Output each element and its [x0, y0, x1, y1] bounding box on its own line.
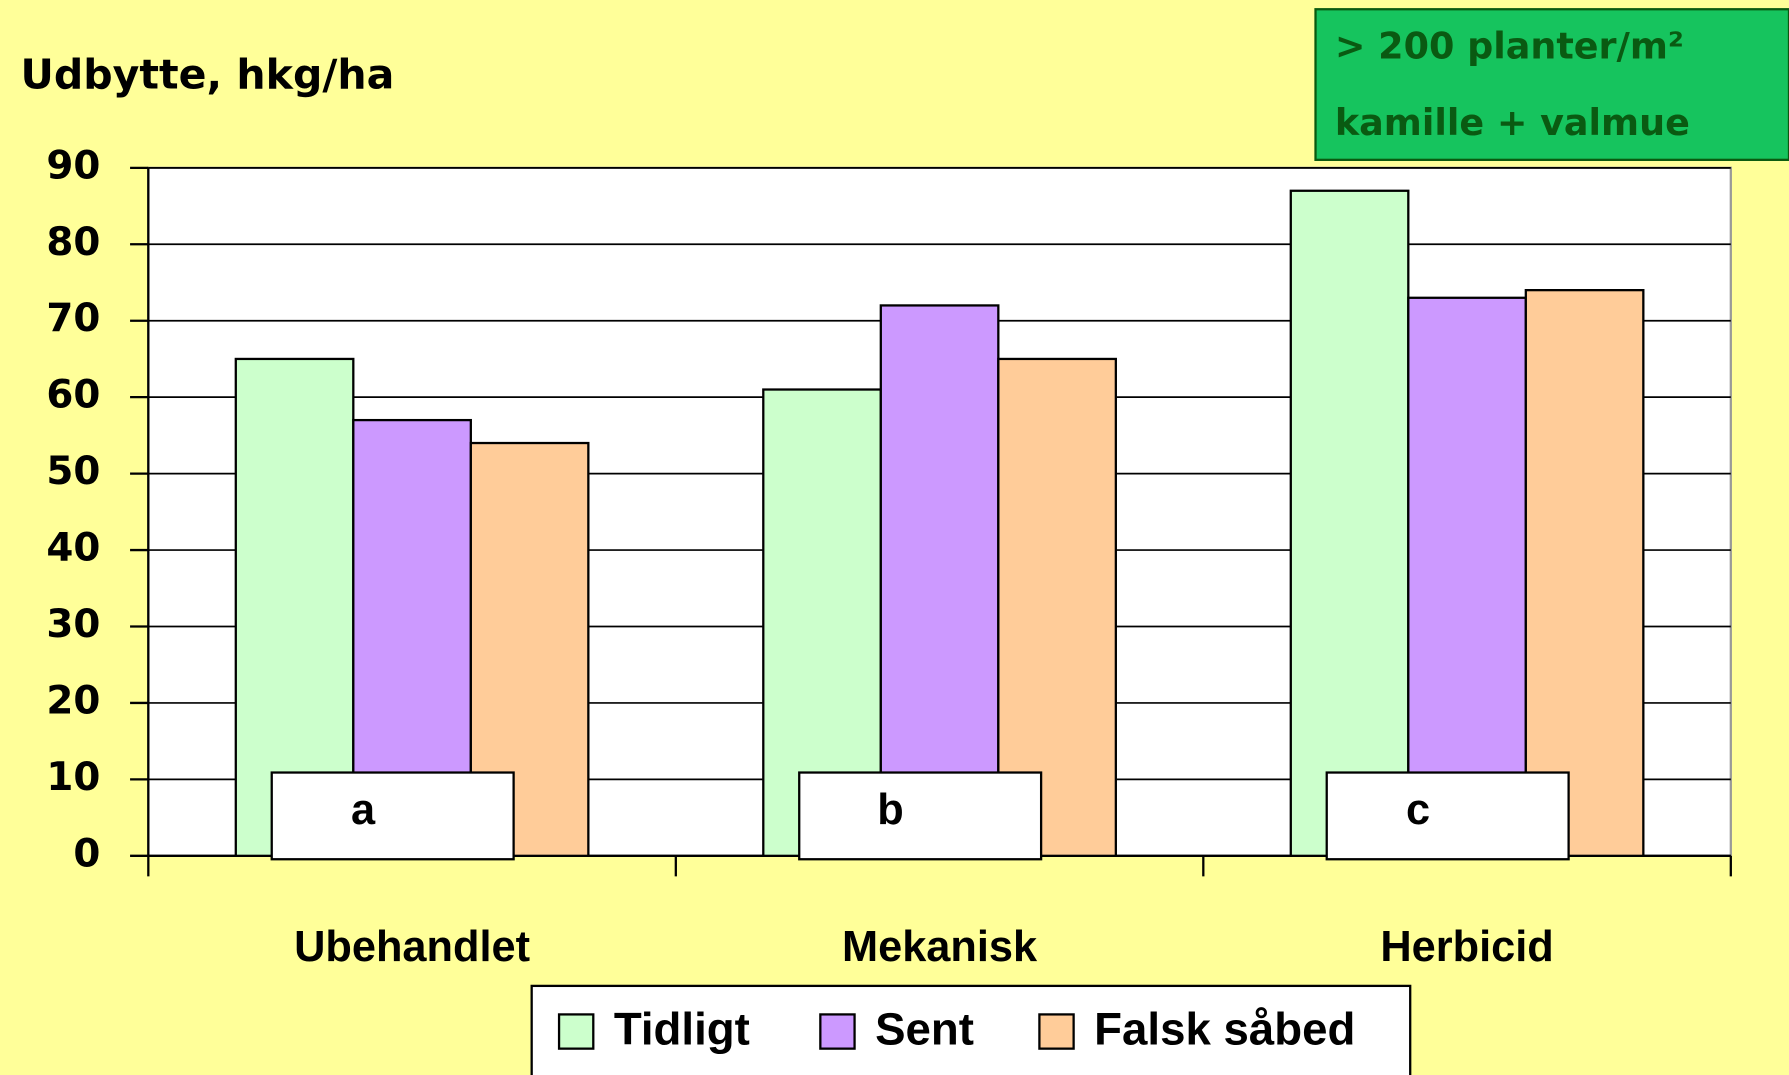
annotation: kamille + valmue [1335, 101, 1690, 144]
x-tick-label: Herbicid [1380, 923, 1553, 971]
annotation: > 200 planter/m² [1335, 25, 1684, 68]
group-label: b [877, 786, 903, 834]
legend [530, 984, 1412, 1075]
group-label-box [270, 771, 515, 861]
legend-swatch [819, 1013, 856, 1050]
group-label-box [1325, 771, 1570, 861]
bar [1407, 296, 1527, 857]
group-label-box [798, 771, 1043, 861]
y-tick-label: 90 [46, 143, 100, 188]
y-tick-label: 40 [46, 526, 100, 571]
annotation-box [1314, 8, 1789, 161]
y-tick-label: 80 [46, 220, 100, 265]
legend-label: Sent [875, 1004, 974, 1055]
bar [1524, 289, 1645, 857]
y-tick-label: 0 [73, 831, 100, 876]
x-tick-label: Mekanisk [842, 923, 1038, 971]
x-tick-label: Ubehandlet [294, 923, 530, 971]
legend-swatch [1038, 1013, 1075, 1050]
y-tick-label: 70 [46, 296, 100, 341]
bar [879, 304, 1000, 857]
y-tick-label: 10 [46, 755, 100, 800]
legend-label: Falsk såbed [1094, 1004, 1355, 1055]
y-axis-label: Udbytte, hkg/ha [21, 51, 395, 99]
group-label: a [351, 786, 376, 834]
y-tick-label: 30 [46, 602, 100, 647]
y-tick-label: 60 [46, 373, 100, 418]
group-label: c [1406, 786, 1430, 834]
legend-label: Tidligt [614, 1004, 750, 1055]
y-tick-label: 20 [46, 678, 100, 723]
y-tick-label: 50 [46, 449, 100, 494]
bar [1289, 189, 1410, 857]
legend-swatch [557, 1013, 595, 1050]
